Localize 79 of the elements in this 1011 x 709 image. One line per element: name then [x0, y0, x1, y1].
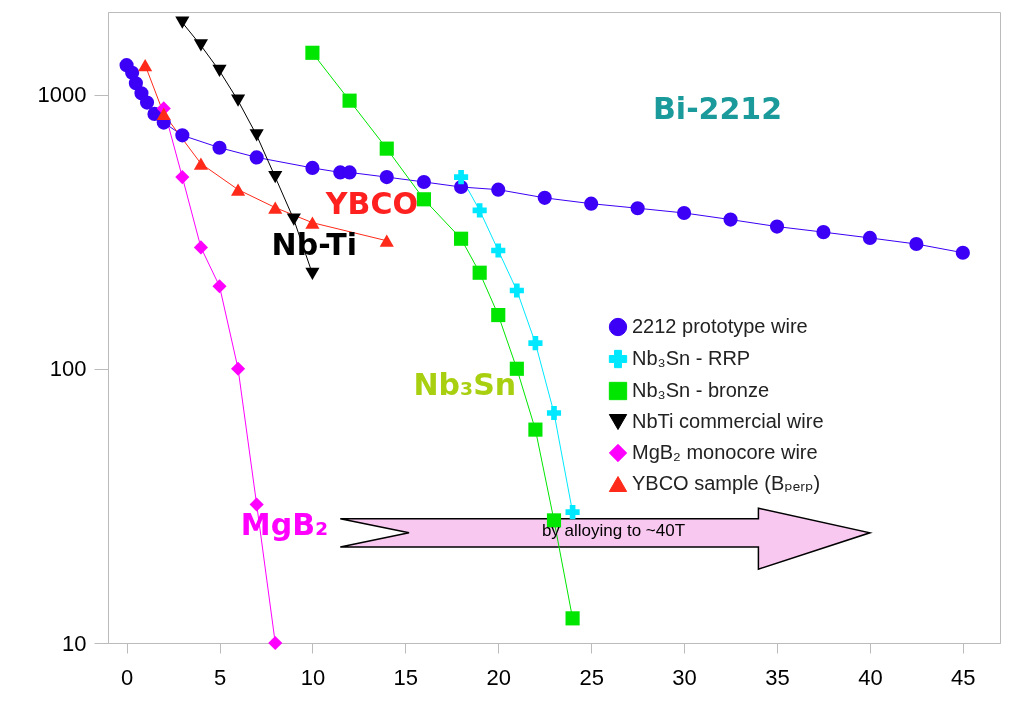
- point: [862, 230, 877, 245]
- point: [416, 174, 431, 190]
- point: [565, 611, 580, 626]
- point: [528, 336, 543, 351]
- point: [491, 243, 506, 258]
- x-tick-label: 10: [300, 664, 326, 690]
- x-tick-label: 40: [858, 664, 883, 690]
- annotation: Bi-2212: [652, 91, 783, 127]
- point: [472, 203, 487, 218]
- point: [630, 201, 645, 216]
- point: [268, 201, 283, 214]
- point: [677, 205, 692, 221]
- point: [249, 129, 264, 142]
- y-tick-label: 10: [62, 630, 87, 656]
- point: [955, 245, 970, 260]
- point: [305, 160, 320, 175]
- point: [342, 165, 357, 180]
- annotation: Nb-Ti: [271, 226, 357, 262]
- point: [231, 183, 246, 196]
- point: [231, 361, 246, 376]
- y-tick-label: 1000: [37, 82, 87, 108]
- point: [546, 405, 562, 421]
- point: [379, 234, 394, 247]
- point: [193, 39, 208, 52]
- point: [139, 95, 155, 110]
- point: [472, 265, 487, 280]
- point: [268, 635, 283, 651]
- legend-label: 2212 prototype wire: [632, 315, 808, 337]
- x-tick-label: 45: [951, 664, 976, 690]
- point: [342, 93, 357, 108]
- x-tick-label: 0: [120, 664, 134, 690]
- point: [379, 170, 394, 185]
- annotation: Nb₃Sn: [413, 366, 517, 402]
- point: [175, 16, 190, 29]
- point: [379, 141, 394, 156]
- point: [816, 225, 831, 240]
- point: [565, 505, 580, 520]
- point: [537, 190, 552, 205]
- point: [175, 170, 190, 185]
- point: [231, 94, 246, 107]
- point: [212, 140, 227, 155]
- point: [491, 307, 506, 323]
- point: [212, 279, 227, 294]
- point: [193, 240, 208, 255]
- legend-label: YBCO sample (Bₚₑᵣₚ): [632, 472, 821, 494]
- x-tick-label: 20: [486, 664, 511, 690]
- point: [305, 45, 320, 60]
- point: [286, 213, 301, 226]
- point: [193, 157, 208, 170]
- annotation: YBCO: [324, 186, 418, 222]
- x-tick-label: 35: [765, 664, 790, 690]
- point: [584, 196, 599, 211]
- point: [212, 64, 227, 77]
- point: [723, 212, 738, 227]
- legend-label: NbTi commercial wire: [632, 410, 824, 432]
- point: [769, 219, 785, 234]
- legend-label: MgB₂ monocore wire: [632, 441, 818, 463]
- point: [138, 59, 153, 72]
- point: [156, 107, 171, 121]
- point: [305, 216, 320, 229]
- legend-label: Nb₃Sn - bronze: [632, 379, 770, 401]
- x-tick-label: 25: [579, 664, 604, 690]
- point: [509, 283, 524, 298]
- point: [909, 236, 924, 252]
- y-tick-label: 100: [49, 356, 87, 382]
- point: [175, 128, 190, 143]
- x-tick-label: 15: [393, 664, 419, 690]
- point: [454, 231, 469, 246]
- point: [454, 170, 469, 185]
- point: [491, 182, 506, 197]
- point: [416, 192, 431, 207]
- point: [128, 76, 143, 91]
- point: [249, 150, 264, 165]
- x-tick-label: 5: [213, 664, 227, 690]
- legend-label: Nb₃Sn - RRP: [632, 347, 751, 369]
- x-tick-label: 30: [672, 664, 697, 690]
- point: [305, 267, 320, 280]
- point: [268, 170, 283, 184]
- point: [528, 422, 543, 437]
